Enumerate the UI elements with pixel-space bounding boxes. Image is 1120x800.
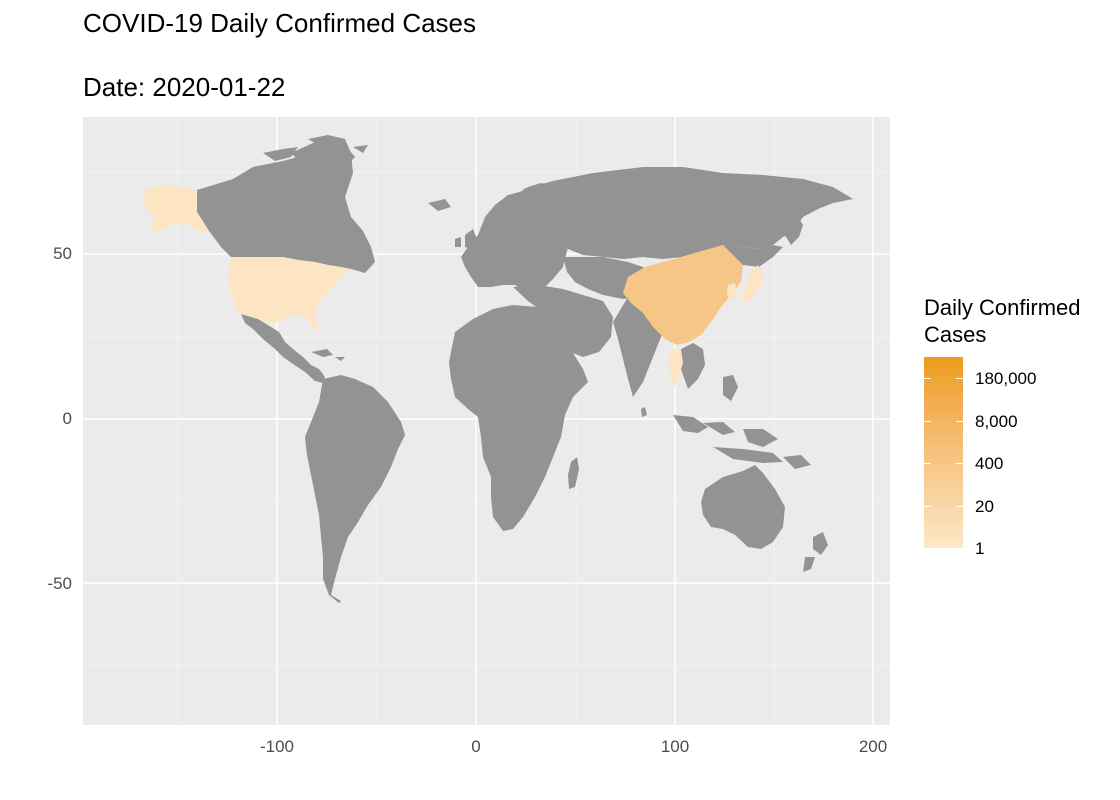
y-tick-50: 50: [53, 244, 72, 263]
legend-title: Daily Confirmed Cases: [924, 294, 1114, 348]
legend-tick-mark: [924, 378, 963, 379]
africa: [449, 305, 588, 531]
legend-label-20: 20: [975, 497, 994, 516]
russia: [523, 167, 853, 259]
southeast-asia-mainland: [679, 343, 705, 389]
thailand-fill: [669, 349, 683, 387]
legend-title-line1: Daily Confirmed: [924, 295, 1081, 320]
alaska-fill: [143, 185, 209, 233]
map-panel: [83, 117, 890, 725]
new-zealand: [803, 532, 828, 572]
mexico-central-america: [241, 314, 325, 383]
australia: [701, 465, 785, 549]
x-tick-100: 100: [660, 737, 690, 756]
legend-tick-mark: [924, 548, 963, 549]
china-fill: [623, 245, 743, 345]
greenland: [291, 139, 353, 209]
legend-label-400: 400: [975, 454, 1004, 473]
caribbean: [311, 349, 345, 361]
legend-label-8000: 8,000: [975, 412, 1018, 431]
papua: [783, 455, 811, 469]
x-tick-200: 200: [858, 737, 888, 756]
middle-east: [513, 285, 613, 357]
japan-fill: [741, 265, 763, 303]
legend-tick-mark: [924, 421, 963, 422]
uk-ireland: [455, 229, 477, 249]
usa-fill: [229, 257, 351, 331]
korea-fill: [727, 283, 737, 301]
legend-tick-mark: [924, 506, 963, 507]
world-map: [83, 117, 890, 725]
y-tick-minus-50: -50: [47, 574, 72, 593]
south-america: [305, 375, 405, 603]
madagascar: [568, 457, 579, 489]
legend-label-1: 1: [975, 539, 985, 558]
y-tick-0: 0: [62, 409, 72, 428]
sri-lanka: [641, 407, 647, 417]
reported-regions: [143, 185, 763, 387]
europe: [461, 191, 568, 292]
legend-title-line2: Cases: [924, 322, 987, 347]
land: [197, 135, 853, 603]
indonesia-philippines: [673, 375, 783, 463]
x-tick-minus-100: -100: [259, 737, 295, 756]
sakhalin-kamchatka: [783, 212, 803, 245]
legend-tick-mark: [924, 463, 963, 464]
x-tick-0: 0: [471, 737, 481, 756]
chart-title: COVID-19 Daily Confirmed Cases: [83, 8, 477, 38]
legend-color-bar: [924, 357, 963, 548]
chart-subtitle: Date: 2020-01-22: [83, 72, 286, 102]
iceland: [428, 199, 451, 211]
legend-label-180000: 180,000: [975, 369, 1037, 388]
